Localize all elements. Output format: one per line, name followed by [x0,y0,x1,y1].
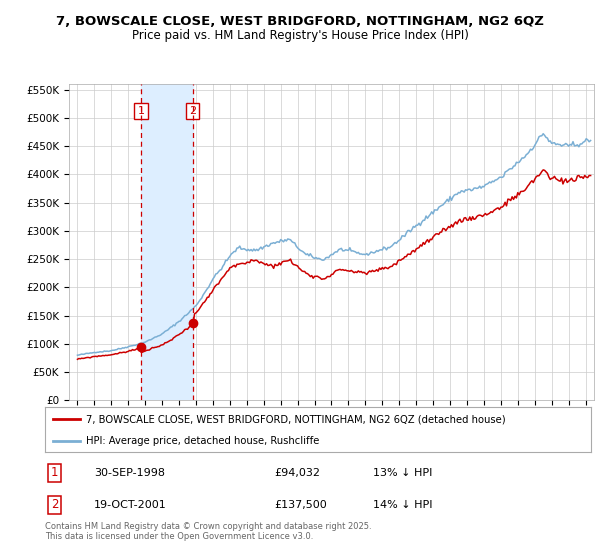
Text: Contains HM Land Registry data © Crown copyright and database right 2025.
This d: Contains HM Land Registry data © Crown c… [45,522,371,542]
Text: 7, BOWSCALE CLOSE, WEST BRIDGFORD, NOTTINGHAM, NG2 6QZ (detached house): 7, BOWSCALE CLOSE, WEST BRIDGFORD, NOTTI… [86,414,506,424]
Text: HPI: Average price, detached house, Rushcliffe: HPI: Average price, detached house, Rush… [86,436,319,446]
Text: 1: 1 [137,106,145,116]
Text: 2: 2 [189,106,196,116]
Text: £94,032: £94,032 [274,468,320,478]
Text: 2: 2 [51,498,59,511]
Text: Price paid vs. HM Land Registry's House Price Index (HPI): Price paid vs. HM Land Registry's House … [131,29,469,42]
Text: 14% ↓ HPI: 14% ↓ HPI [373,500,432,510]
Text: 7, BOWSCALE CLOSE, WEST BRIDGFORD, NOTTINGHAM, NG2 6QZ: 7, BOWSCALE CLOSE, WEST BRIDGFORD, NOTTI… [56,15,544,27]
Text: 19-OCT-2001: 19-OCT-2001 [94,500,167,510]
Bar [141,84,193,400]
Text: 30-SEP-1998: 30-SEP-1998 [94,468,165,478]
Text: £137,500: £137,500 [274,500,327,510]
Text: 13% ↓ HPI: 13% ↓ HPI [373,468,432,478]
Text: 1: 1 [51,466,59,479]
